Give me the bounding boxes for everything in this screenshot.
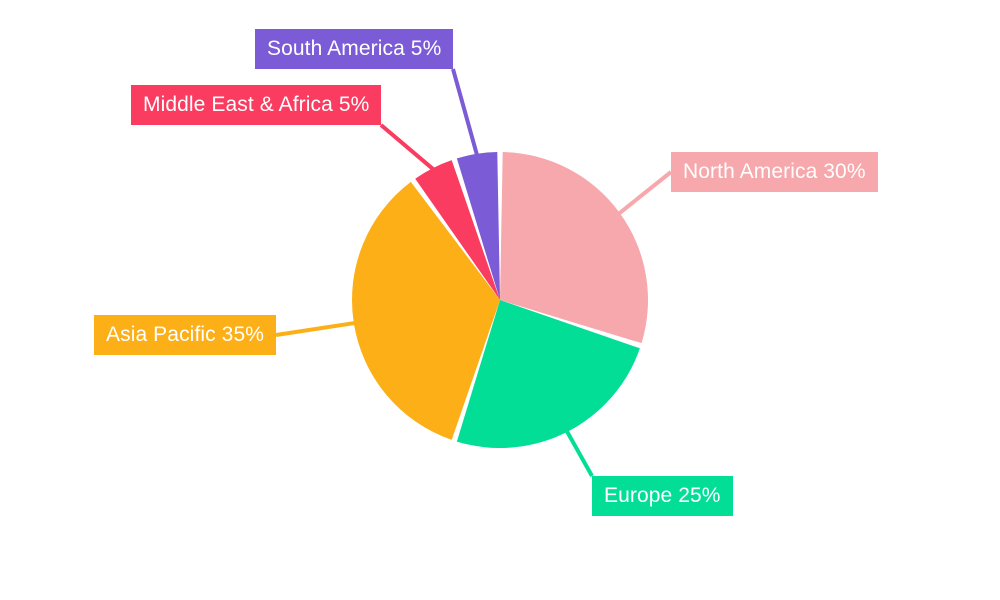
pie-slice[interactable]	[456, 300, 640, 448]
pie-slice[interactable]	[500, 152, 649, 344]
slice-label-middle-east-africa[interactable]: Middle East & Africa 5%	[131, 85, 382, 125]
pie-slices-group	[352, 152, 649, 448]
slice-label-south-america[interactable]: South America 5%	[255, 29, 454, 69]
leader-line	[379, 123, 435, 171]
leader-line	[275, 320, 356, 337]
pie-slice[interactable]	[415, 160, 500, 300]
slice-label-europe[interactable]: Europe 25%	[592, 476, 733, 516]
leader-line	[451, 68, 480, 156]
leader-line	[617, 170, 673, 216]
pie-slice[interactable]	[456, 152, 500, 300]
leader-lines-group	[275, 68, 673, 477]
slice-label-north-america[interactable]: North America 30%	[671, 152, 878, 192]
slice-label-asia-pacific[interactable]: Asia Pacific 35%	[94, 315, 277, 355]
pie-slice[interactable]	[352, 181, 500, 440]
leader-line	[564, 429, 594, 477]
